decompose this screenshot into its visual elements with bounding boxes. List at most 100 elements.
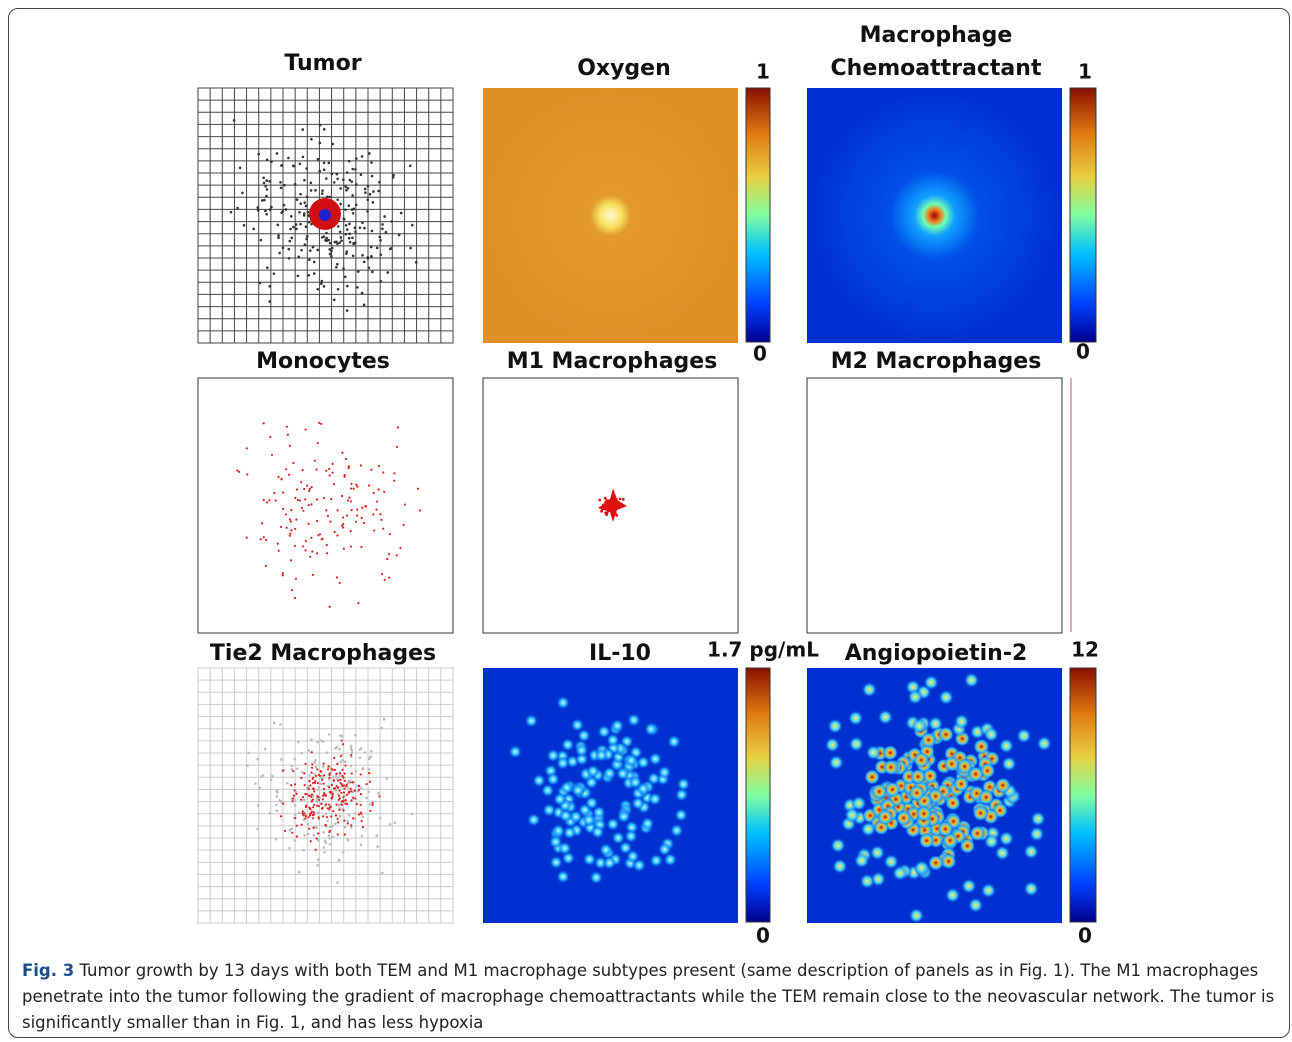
tumor-core [319, 209, 331, 221]
cell [300, 752, 303, 755]
cell [323, 762, 325, 764]
cell [335, 173, 338, 176]
cell [346, 171, 349, 174]
cell [323, 846, 326, 849]
cell [397, 426, 399, 428]
cell [329, 791, 331, 793]
cell [334, 822, 337, 825]
cell [393, 480, 395, 482]
cell [294, 497, 296, 499]
cell [356, 286, 359, 289]
cell [378, 795, 380, 797]
cell [298, 211, 301, 214]
heatmap [483, 668, 738, 923]
blob [675, 788, 689, 802]
cell [390, 247, 393, 250]
blob [611, 831, 625, 845]
cell [302, 796, 304, 798]
blob [561, 738, 575, 752]
cell [280, 187, 283, 190]
cell [336, 576, 338, 578]
cell [339, 734, 342, 737]
cell [360, 546, 362, 548]
cell [383, 718, 386, 721]
cell [268, 285, 271, 288]
cell [354, 168, 357, 171]
cell [353, 488, 355, 490]
cell [326, 552, 328, 554]
cell [327, 162, 330, 165]
cell [337, 509, 339, 511]
cell [332, 835, 335, 838]
cell [306, 235, 309, 238]
cell [257, 209, 260, 212]
cell [400, 212, 403, 215]
cell [341, 452, 343, 454]
cell [356, 803, 358, 805]
colorbar-min: 0 [1078, 924, 1092, 948]
cell [291, 765, 294, 768]
panel-title: Monocytes [256, 349, 390, 374]
cell [343, 791, 345, 793]
cell [320, 423, 322, 425]
cell [285, 527, 287, 529]
cell [287, 157, 290, 160]
colorbar [1070, 88, 1096, 342]
cell [290, 784, 292, 786]
cell [350, 500, 352, 502]
cell [369, 803, 372, 806]
cell [299, 223, 302, 226]
cell [336, 534, 338, 536]
cell [344, 276, 347, 279]
cell [360, 844, 363, 847]
cell [361, 254, 364, 257]
cell [260, 775, 263, 778]
cell [345, 189, 348, 192]
cell [376, 845, 379, 848]
blob [908, 908, 924, 924]
blob [628, 775, 642, 789]
cell [346, 285, 349, 288]
cell [312, 827, 314, 829]
blob [594, 748, 608, 762]
panel-title: Angiopoietin-2 [845, 641, 1028, 666]
cell [419, 509, 421, 511]
cell [331, 247, 334, 250]
cell [311, 800, 313, 802]
cell [286, 426, 288, 428]
cell [310, 796, 312, 798]
cell [290, 559, 292, 561]
cell [369, 193, 372, 196]
cell [336, 785, 338, 787]
cell [342, 267, 345, 270]
blob [860, 821, 876, 837]
cell [360, 773, 362, 775]
cell [310, 812, 312, 814]
cell [388, 577, 390, 579]
cell [354, 812, 357, 815]
cell [263, 422, 265, 424]
cell [304, 498, 306, 500]
cell [262, 176, 265, 179]
blob [632, 858, 646, 872]
cell [294, 839, 297, 842]
blob [560, 781, 574, 795]
cell [322, 794, 324, 796]
cell [294, 783, 296, 785]
cell [348, 237, 351, 240]
cell [328, 468, 330, 470]
blob [641, 817, 655, 831]
cell [368, 772, 370, 774]
blob [648, 792, 662, 806]
cell [265, 179, 268, 182]
cell [319, 141, 322, 144]
blob [851, 795, 867, 811]
cell [266, 188, 269, 191]
heatmap [807, 88, 1062, 343]
cell [351, 194, 354, 197]
cell [342, 526, 344, 528]
cell [367, 768, 370, 771]
cell [324, 239, 327, 242]
cell [375, 834, 378, 837]
cell [313, 811, 315, 813]
